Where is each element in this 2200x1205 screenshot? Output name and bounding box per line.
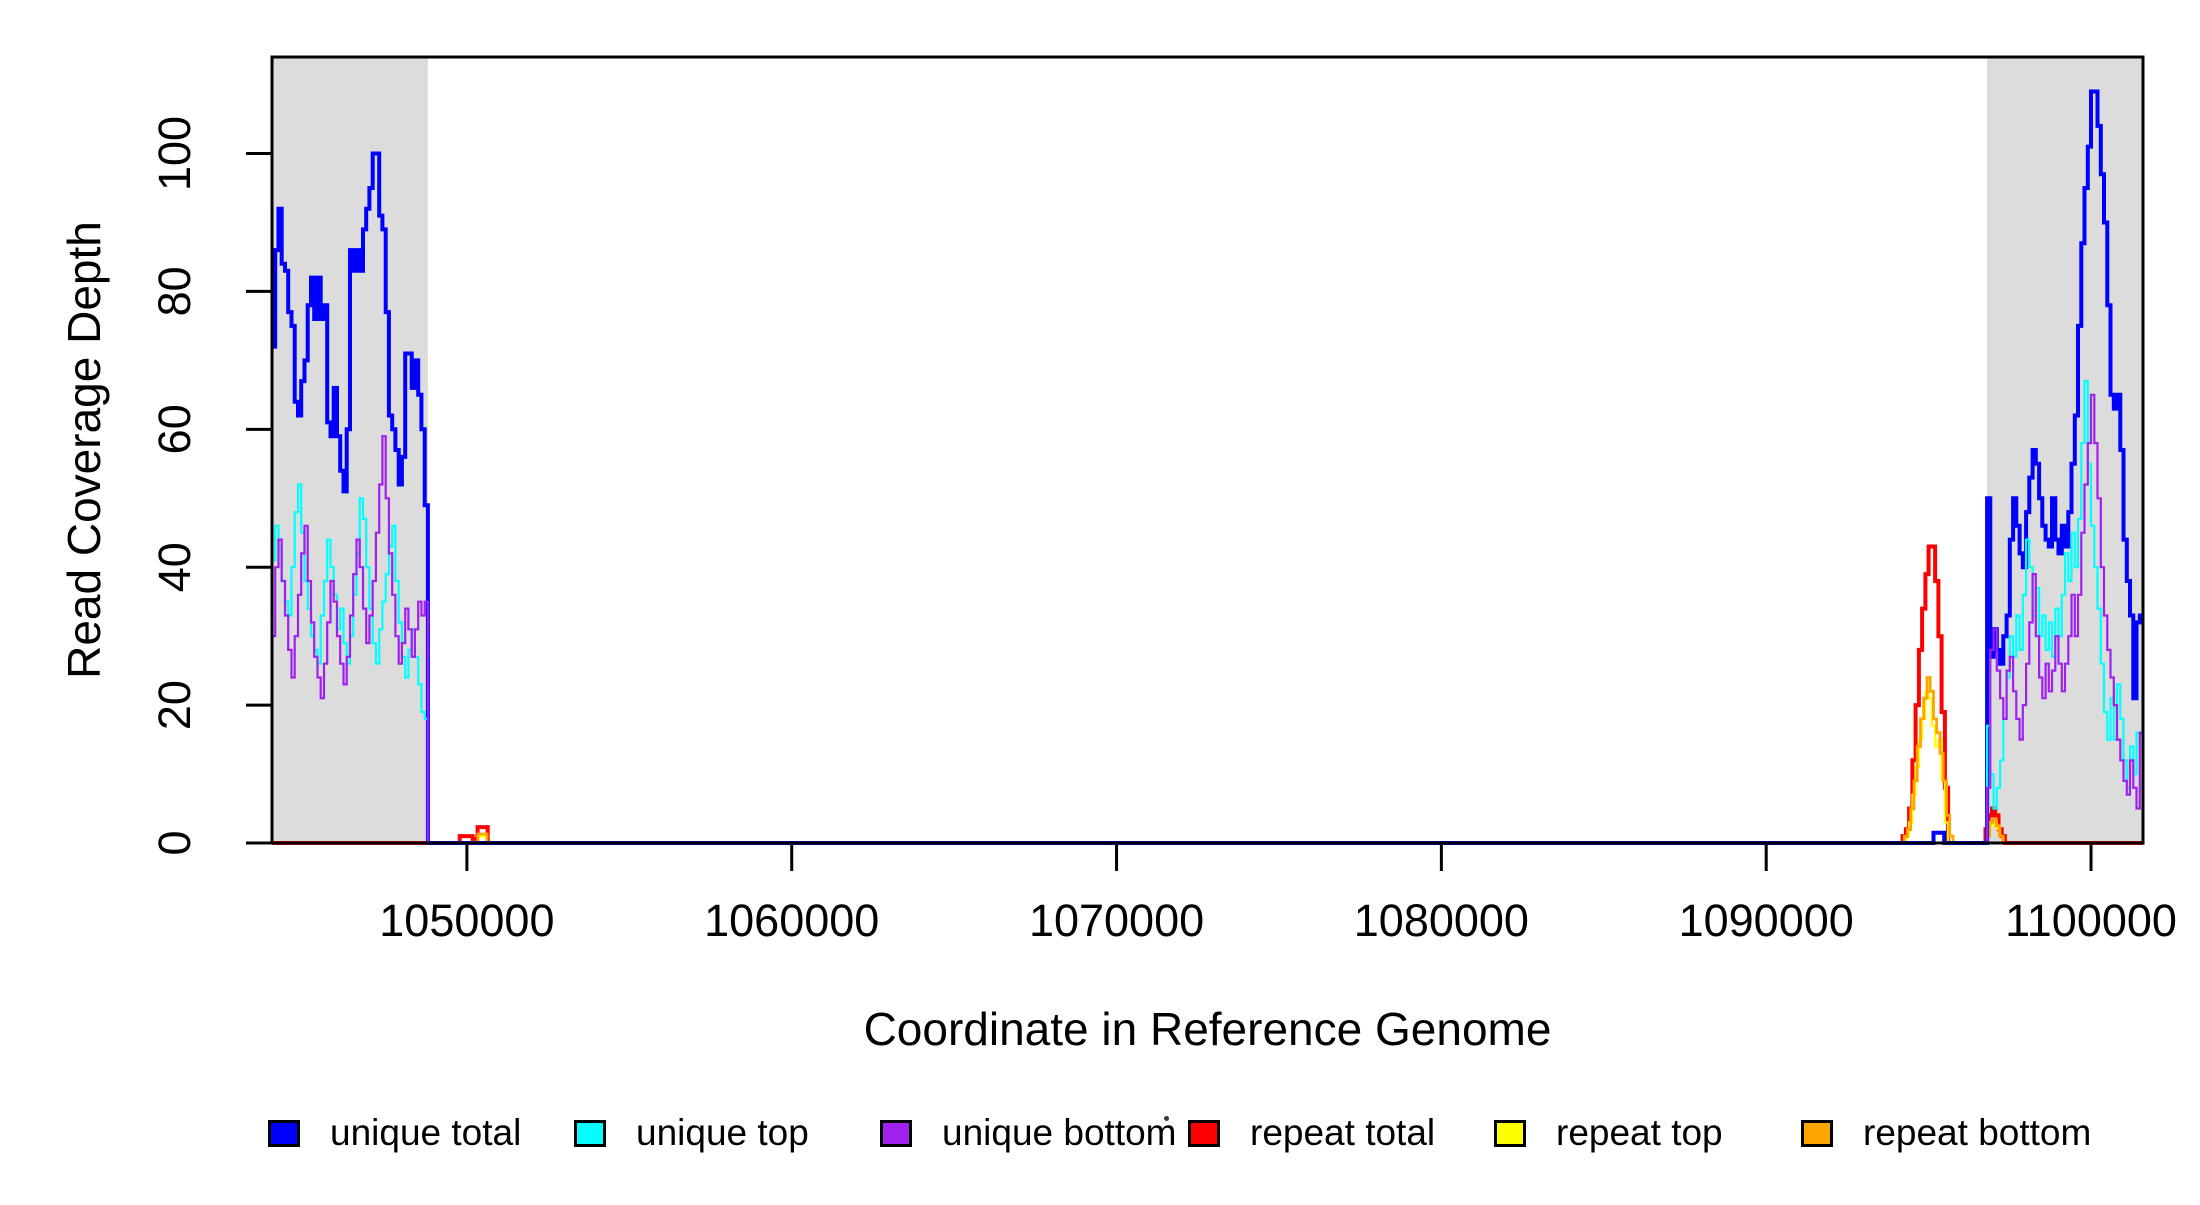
- left-gray-band: [272, 57, 428, 843]
- x-tick-label: 1080000: [1354, 895, 1529, 946]
- series-repeat-top: [272, 690, 2143, 845]
- x-tick-label: 1050000: [379, 895, 554, 946]
- y-axis: 0 20 40 60 80 100: [149, 116, 272, 856]
- x-tick-label: 1070000: [1029, 895, 1204, 946]
- plot-frame: [270, 55, 2145, 845]
- series-unique-top: [272, 380, 2143, 845]
- x-axis-title: Coordinate in Reference Genome: [863, 1003, 1552, 1055]
- x-tick-label: 1090000: [1679, 895, 1854, 946]
- y-tick-label: 60: [149, 404, 200, 454]
- y-axis-title: Read Coverage Depth: [58, 221, 110, 679]
- series-unique-total: [272, 89, 2143, 845]
- y-tick-label: 100: [149, 116, 200, 191]
- plot-border: [270, 55, 2145, 845]
- y-tick-label: 0: [149, 830, 200, 855]
- x-tick-label: 1100000: [2005, 895, 2177, 946]
- y-tick-label: 40: [149, 542, 200, 592]
- x-axis: 1050000 1060000 1070000 1080000 1090000 11000…: [379, 843, 2177, 946]
- shaded-bands: [272, 57, 2143, 843]
- series-lines: [272, 89, 2143, 845]
- series-unique-bottom: [272, 393, 2143, 845]
- stray-dot: [1164, 1116, 1169, 1121]
- x-tick-label: 1060000: [704, 895, 879, 946]
- series-repeat-bottom: [272, 676, 2143, 845]
- y-tick-label: 20: [149, 680, 200, 730]
- series-repeat-total: [272, 544, 2143, 845]
- y-tick-label: 80: [149, 266, 200, 316]
